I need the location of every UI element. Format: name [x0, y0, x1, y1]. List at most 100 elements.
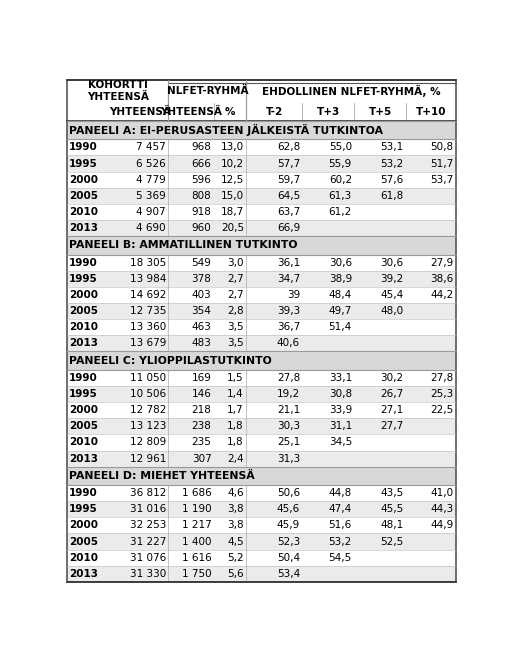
Text: 39: 39	[286, 290, 299, 300]
Text: 3,5: 3,5	[227, 339, 243, 348]
Text: 31,3: 31,3	[276, 454, 299, 464]
Text: 53,4: 53,4	[276, 569, 299, 579]
Bar	[67, 204, 455, 220]
Text: 60,2: 60,2	[328, 175, 351, 185]
Text: 968: 968	[191, 142, 211, 153]
Text: 1990: 1990	[69, 142, 98, 153]
Text: 52,3: 52,3	[276, 536, 299, 546]
Text: 1 616: 1 616	[181, 553, 211, 563]
Text: 13 360: 13 360	[130, 322, 166, 332]
Text: 1990: 1990	[69, 373, 98, 383]
Bar	[67, 335, 455, 352]
Text: 12,5: 12,5	[220, 175, 243, 185]
Text: 18 305: 18 305	[130, 257, 166, 268]
Text: 4,6: 4,6	[227, 488, 243, 498]
Text: 19,2: 19,2	[276, 389, 299, 399]
Bar	[67, 419, 455, 434]
Text: 378: 378	[191, 274, 211, 284]
Text: 3,8: 3,8	[227, 504, 243, 514]
Text: 1 190: 1 190	[182, 504, 211, 514]
Text: 53,7: 53,7	[430, 175, 453, 185]
Text: 52,5: 52,5	[380, 536, 403, 546]
Text: 48,1: 48,1	[380, 520, 403, 531]
Text: 2013: 2013	[69, 223, 98, 233]
Text: 51,4: 51,4	[328, 322, 351, 332]
Bar	[67, 566, 455, 582]
Bar	[67, 220, 455, 236]
Bar	[67, 103, 455, 121]
Text: 6 526: 6 526	[136, 159, 166, 168]
Text: 4 779: 4 779	[136, 175, 166, 185]
Text: 25,1: 25,1	[276, 438, 299, 447]
Bar	[67, 352, 455, 369]
Text: 27,8: 27,8	[430, 373, 453, 383]
Text: 483: 483	[191, 339, 211, 348]
Text: 1 750: 1 750	[182, 569, 211, 579]
Text: 41,0: 41,0	[430, 488, 453, 498]
Text: 2010: 2010	[69, 438, 98, 447]
Text: 13,0: 13,0	[220, 142, 243, 153]
Bar	[67, 319, 455, 335]
Bar	[67, 140, 455, 155]
Text: 47,4: 47,4	[328, 504, 351, 514]
Text: 44,8: 44,8	[328, 488, 351, 498]
Text: 12 782: 12 782	[129, 405, 166, 415]
Text: 30,8: 30,8	[328, 389, 351, 399]
Text: 45,9: 45,9	[276, 520, 299, 531]
Text: 27,9: 27,9	[430, 257, 453, 268]
Text: 51,6: 51,6	[328, 520, 351, 531]
Text: 354: 354	[191, 306, 211, 316]
Text: 33,9: 33,9	[328, 405, 351, 415]
Text: 14 692: 14 692	[129, 290, 166, 300]
Text: 13 123: 13 123	[129, 421, 166, 431]
Text: 31 227: 31 227	[129, 536, 166, 546]
Bar	[67, 451, 455, 467]
Text: 2010: 2010	[69, 553, 98, 563]
Text: 62,8: 62,8	[276, 142, 299, 153]
Text: 2005: 2005	[69, 536, 98, 546]
Text: PANEELI D: MIEHET YHTEENSÄ: PANEELI D: MIEHET YHTEENSÄ	[69, 471, 254, 481]
Text: 1990: 1990	[69, 488, 98, 498]
Text: 64,5: 64,5	[276, 191, 299, 201]
Text: 2010: 2010	[69, 322, 98, 332]
Bar	[67, 303, 455, 319]
Text: 22,5: 22,5	[430, 405, 453, 415]
Text: 51,7: 51,7	[430, 159, 453, 168]
Text: 10 506: 10 506	[130, 389, 166, 399]
Bar	[67, 402, 455, 419]
Text: 61,2: 61,2	[328, 207, 351, 217]
Bar	[67, 172, 455, 188]
Text: 61,8: 61,8	[380, 191, 403, 201]
Text: 1 400: 1 400	[182, 536, 211, 546]
Text: 48,4: 48,4	[328, 290, 351, 300]
Text: 57,6: 57,6	[380, 175, 403, 185]
Text: 3,5: 3,5	[227, 322, 243, 332]
Text: 2005: 2005	[69, 421, 98, 431]
Text: 1995: 1995	[69, 159, 98, 168]
Text: 50,8: 50,8	[430, 142, 453, 153]
Text: NLFET-RYHMÄ: NLFET-RYHMÄ	[166, 86, 248, 96]
Bar	[67, 271, 455, 287]
Text: 53,2: 53,2	[328, 536, 351, 546]
Text: 2,4: 2,4	[227, 454, 243, 464]
Text: 30,6: 30,6	[380, 257, 403, 268]
Text: 1,5: 1,5	[227, 373, 243, 383]
Bar	[67, 155, 455, 172]
Text: 33,1: 33,1	[328, 373, 351, 383]
Text: 1 217: 1 217	[181, 520, 211, 531]
Text: 2,7: 2,7	[227, 290, 243, 300]
Bar	[67, 287, 455, 303]
Text: 30,3: 30,3	[276, 421, 299, 431]
Text: 12 961: 12 961	[129, 454, 166, 464]
Text: 20,5: 20,5	[220, 223, 243, 233]
Text: 48,0: 48,0	[380, 306, 403, 316]
Text: PANEELI B: AMMATILLINEN TUTKINTO: PANEELI B: AMMATILLINEN TUTKINTO	[69, 240, 297, 250]
Text: 403: 403	[191, 290, 211, 300]
Text: 238: 238	[191, 421, 211, 431]
Text: 61,3: 61,3	[328, 191, 351, 201]
Text: 2005: 2005	[69, 306, 98, 316]
Bar	[67, 434, 455, 451]
Text: 2,8: 2,8	[227, 306, 243, 316]
Text: 44,9: 44,9	[430, 520, 453, 531]
Text: EHDOLLINEN NLFET-RYHMÄ, %: EHDOLLINEN NLFET-RYHMÄ, %	[261, 85, 439, 97]
